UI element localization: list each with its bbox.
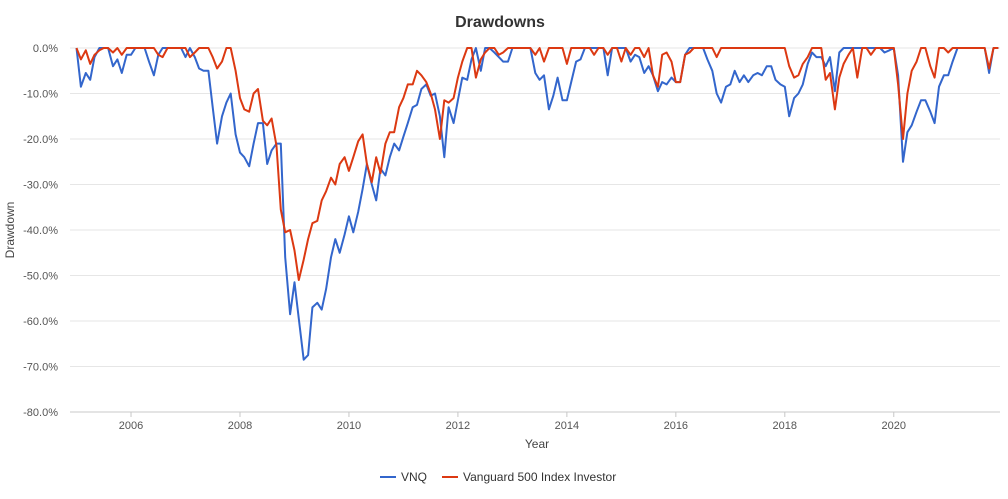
y-tick-label: -50.0% (23, 271, 58, 283)
y-tick-label: 0.0% (33, 43, 58, 55)
x-tick-label: 2020 (882, 420, 906, 432)
x-tick-label: 2014 (555, 420, 579, 432)
y-tick-label: -80.0% (23, 407, 58, 419)
y-tick-label: -70.0% (23, 362, 58, 374)
x-tick-label: 2010 (337, 420, 361, 432)
x-tick-label: 2012 (446, 420, 470, 432)
y-tick-label: -10.0% (23, 89, 58, 101)
series-line-vnq[interactable] (75, 47, 999, 361)
x-tick-label: 2016 (664, 420, 688, 432)
legend-label-vnq[interactable]: VNQ (401, 470, 427, 484)
legend: VNQ Vanguard 500 Index Investor (380, 470, 616, 484)
y-tick-label: -30.0% (23, 180, 58, 192)
y-axis-label: Drawdown (3, 202, 17, 259)
series-lines (75, 47, 999, 361)
x-tick-label: 2006 (119, 420, 143, 432)
grid-lines (70, 47, 1000, 413)
legend-label-vanguard-500[interactable]: Vanguard 500 Index Investor (463, 470, 616, 484)
y-tick-label: -20.0% (23, 134, 58, 146)
x-axis-ticks: 2006 2008 2010 2012 2014 2016 2018 2020 (119, 412, 906, 432)
series-line-vanguard-500[interactable] (75, 47, 999, 281)
y-tick-label: -40.0% (23, 225, 58, 237)
y-tick-label: -60.0% (23, 316, 58, 328)
x-axis-label: Year (525, 437, 549, 451)
y-axis-ticks: 0.0% -10.0% -20.0% -30.0% -40.0% -50.0% -60.0%… (23, 43, 58, 419)
x-tick-label: 2018 (773, 420, 797, 432)
x-tick-label: 2008 (228, 420, 252, 432)
chart-title: Drawdowns (455, 14, 545, 31)
